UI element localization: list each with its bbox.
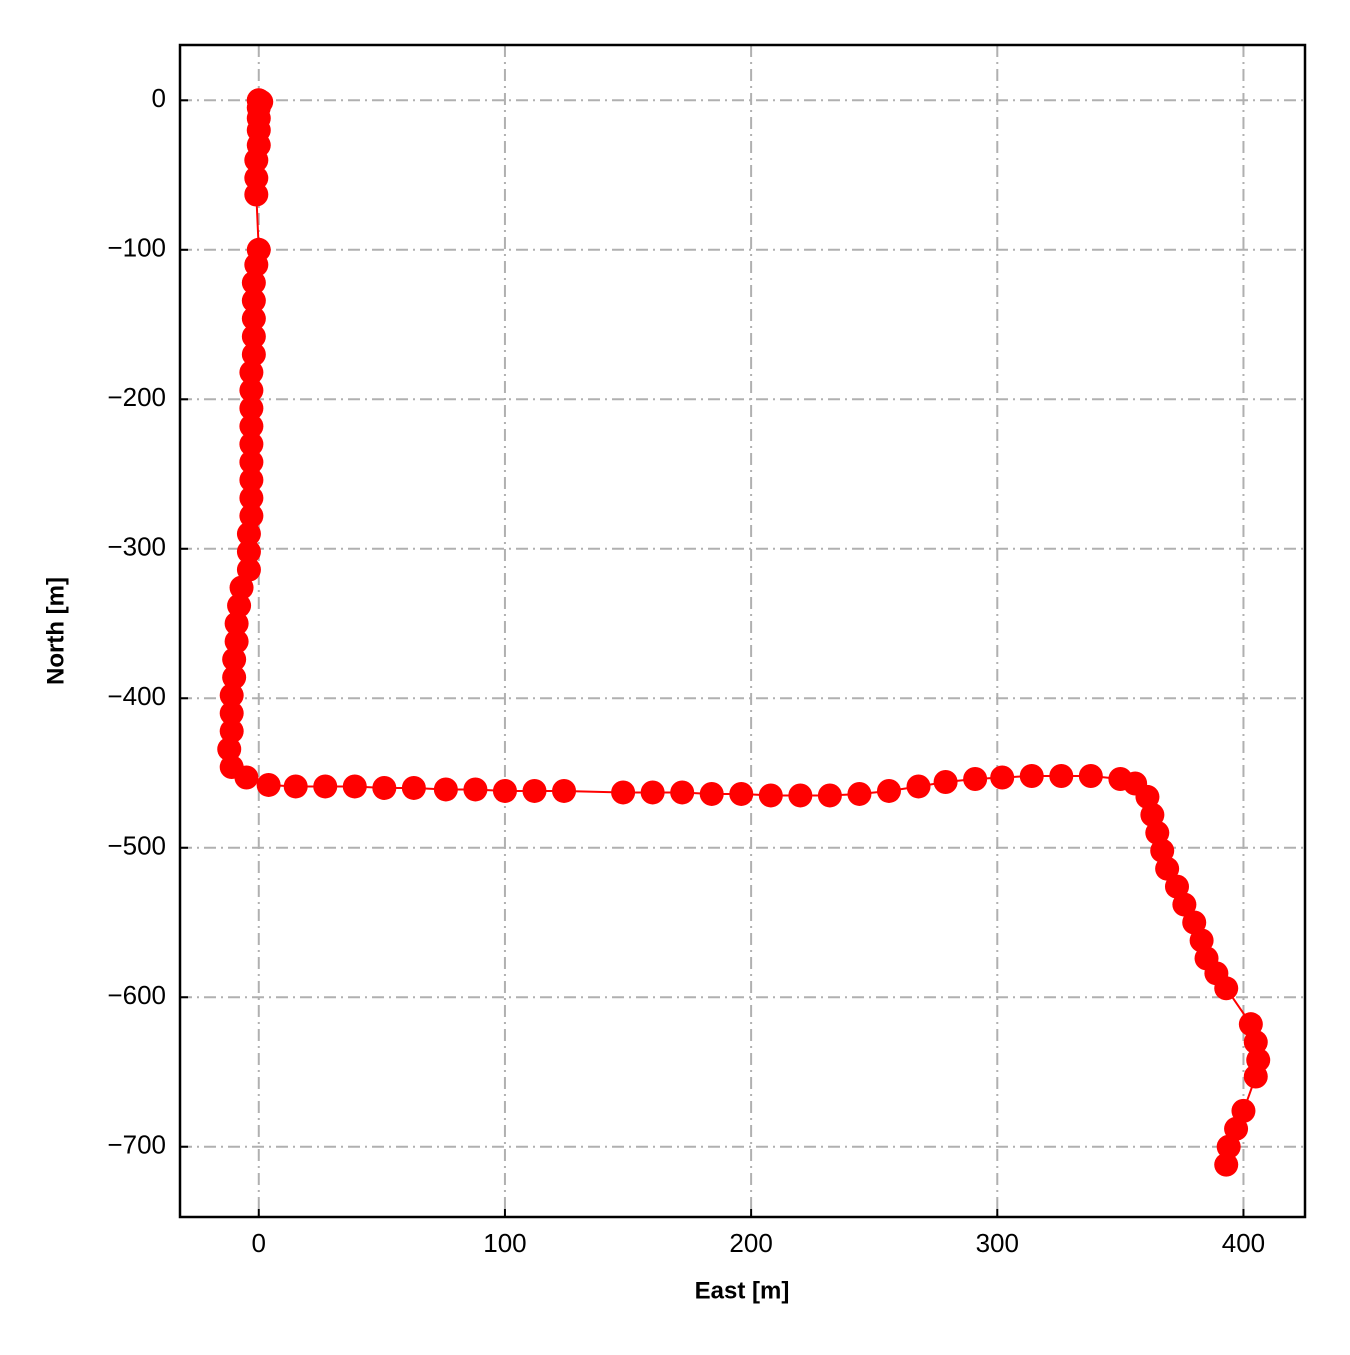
data-point — [244, 252, 269, 277]
data-point — [463, 777, 488, 802]
data-point — [1224, 1116, 1249, 1141]
data-point — [313, 774, 338, 799]
y-tick-label: −200 — [107, 382, 166, 412]
data-point — [239, 432, 264, 457]
x-tick-label: 0 — [252, 1228, 266, 1258]
data-point — [1231, 1098, 1256, 1123]
data-point — [241, 306, 266, 331]
x-axis-label: East [m] — [695, 1277, 790, 1304]
y-tick-label: −700 — [107, 1130, 166, 1160]
data-point — [244, 182, 269, 207]
data-point — [990, 765, 1015, 790]
data-point — [963, 766, 988, 791]
data-point — [222, 665, 247, 690]
data-point — [239, 503, 264, 528]
data-point — [244, 148, 269, 173]
data-point — [219, 701, 244, 726]
data-point — [1164, 874, 1189, 899]
data-point — [239, 485, 264, 510]
data-point — [670, 780, 695, 805]
data-point — [1243, 1030, 1268, 1055]
data-point — [552, 778, 577, 803]
data-point — [492, 778, 517, 803]
data-point — [227, 593, 252, 618]
data-point — [847, 781, 872, 806]
y-axis-label: North [m] — [42, 577, 69, 685]
data-point — [239, 468, 264, 493]
data-point — [224, 611, 249, 636]
data-point — [699, 781, 724, 806]
data-point — [788, 783, 813, 808]
data-point — [229, 575, 254, 600]
y-tick-label: −100 — [107, 233, 166, 263]
data-point — [241, 324, 266, 349]
data-point — [239, 360, 264, 385]
x-tick-label: 300 — [976, 1228, 1019, 1258]
data-point — [1019, 764, 1044, 789]
data-point — [433, 777, 458, 802]
data-point — [256, 772, 281, 797]
y-tick-label: −300 — [107, 532, 166, 562]
data-point — [1172, 892, 1197, 917]
data-point — [222, 647, 247, 672]
plot-frame — [178, 43, 1307, 1219]
y-tick-label: 0 — [152, 83, 166, 113]
x-tick-label: 100 — [483, 1228, 526, 1258]
y-tick-label: −400 — [107, 681, 166, 711]
data-point — [1049, 764, 1074, 789]
data-point — [236, 539, 261, 564]
data-point — [1216, 1134, 1241, 1159]
data-point — [729, 781, 754, 806]
data-point — [219, 683, 244, 708]
data-point — [239, 414, 264, 439]
data-point — [640, 780, 665, 805]
data-point — [1214, 1152, 1239, 1177]
data-point — [1214, 976, 1239, 1001]
data-point — [906, 774, 931, 799]
data-point — [224, 629, 249, 654]
data-point — [236, 521, 261, 546]
data-point — [241, 288, 266, 313]
data-point — [401, 775, 426, 800]
data-point — [817, 783, 842, 808]
data-point — [283, 774, 308, 799]
x-tick-label: 400 — [1222, 1228, 1265, 1258]
data-point — [522, 778, 547, 803]
data-point — [1182, 910, 1207, 935]
data-point — [876, 778, 901, 803]
data-point — [234, 765, 259, 790]
data-point — [217, 737, 242, 762]
data-point — [239, 450, 264, 475]
data-point — [611, 780, 636, 805]
data-point — [1155, 856, 1180, 881]
data-point — [239, 396, 264, 421]
y-tick-label: −500 — [107, 831, 166, 861]
x-tick-label: 200 — [729, 1228, 772, 1258]
data-point — [219, 719, 244, 744]
data-point — [1243, 1064, 1268, 1089]
data-point — [342, 774, 367, 799]
data-point — [1078, 764, 1103, 789]
data-point — [758, 783, 783, 808]
data-point — [244, 166, 269, 191]
y-tick-label: −600 — [107, 980, 166, 1010]
data-point — [372, 775, 397, 800]
data-point — [241, 342, 266, 367]
data-point — [241, 270, 266, 295]
data-point — [239, 378, 264, 403]
data-point — [933, 769, 958, 794]
data-point — [236, 557, 261, 582]
